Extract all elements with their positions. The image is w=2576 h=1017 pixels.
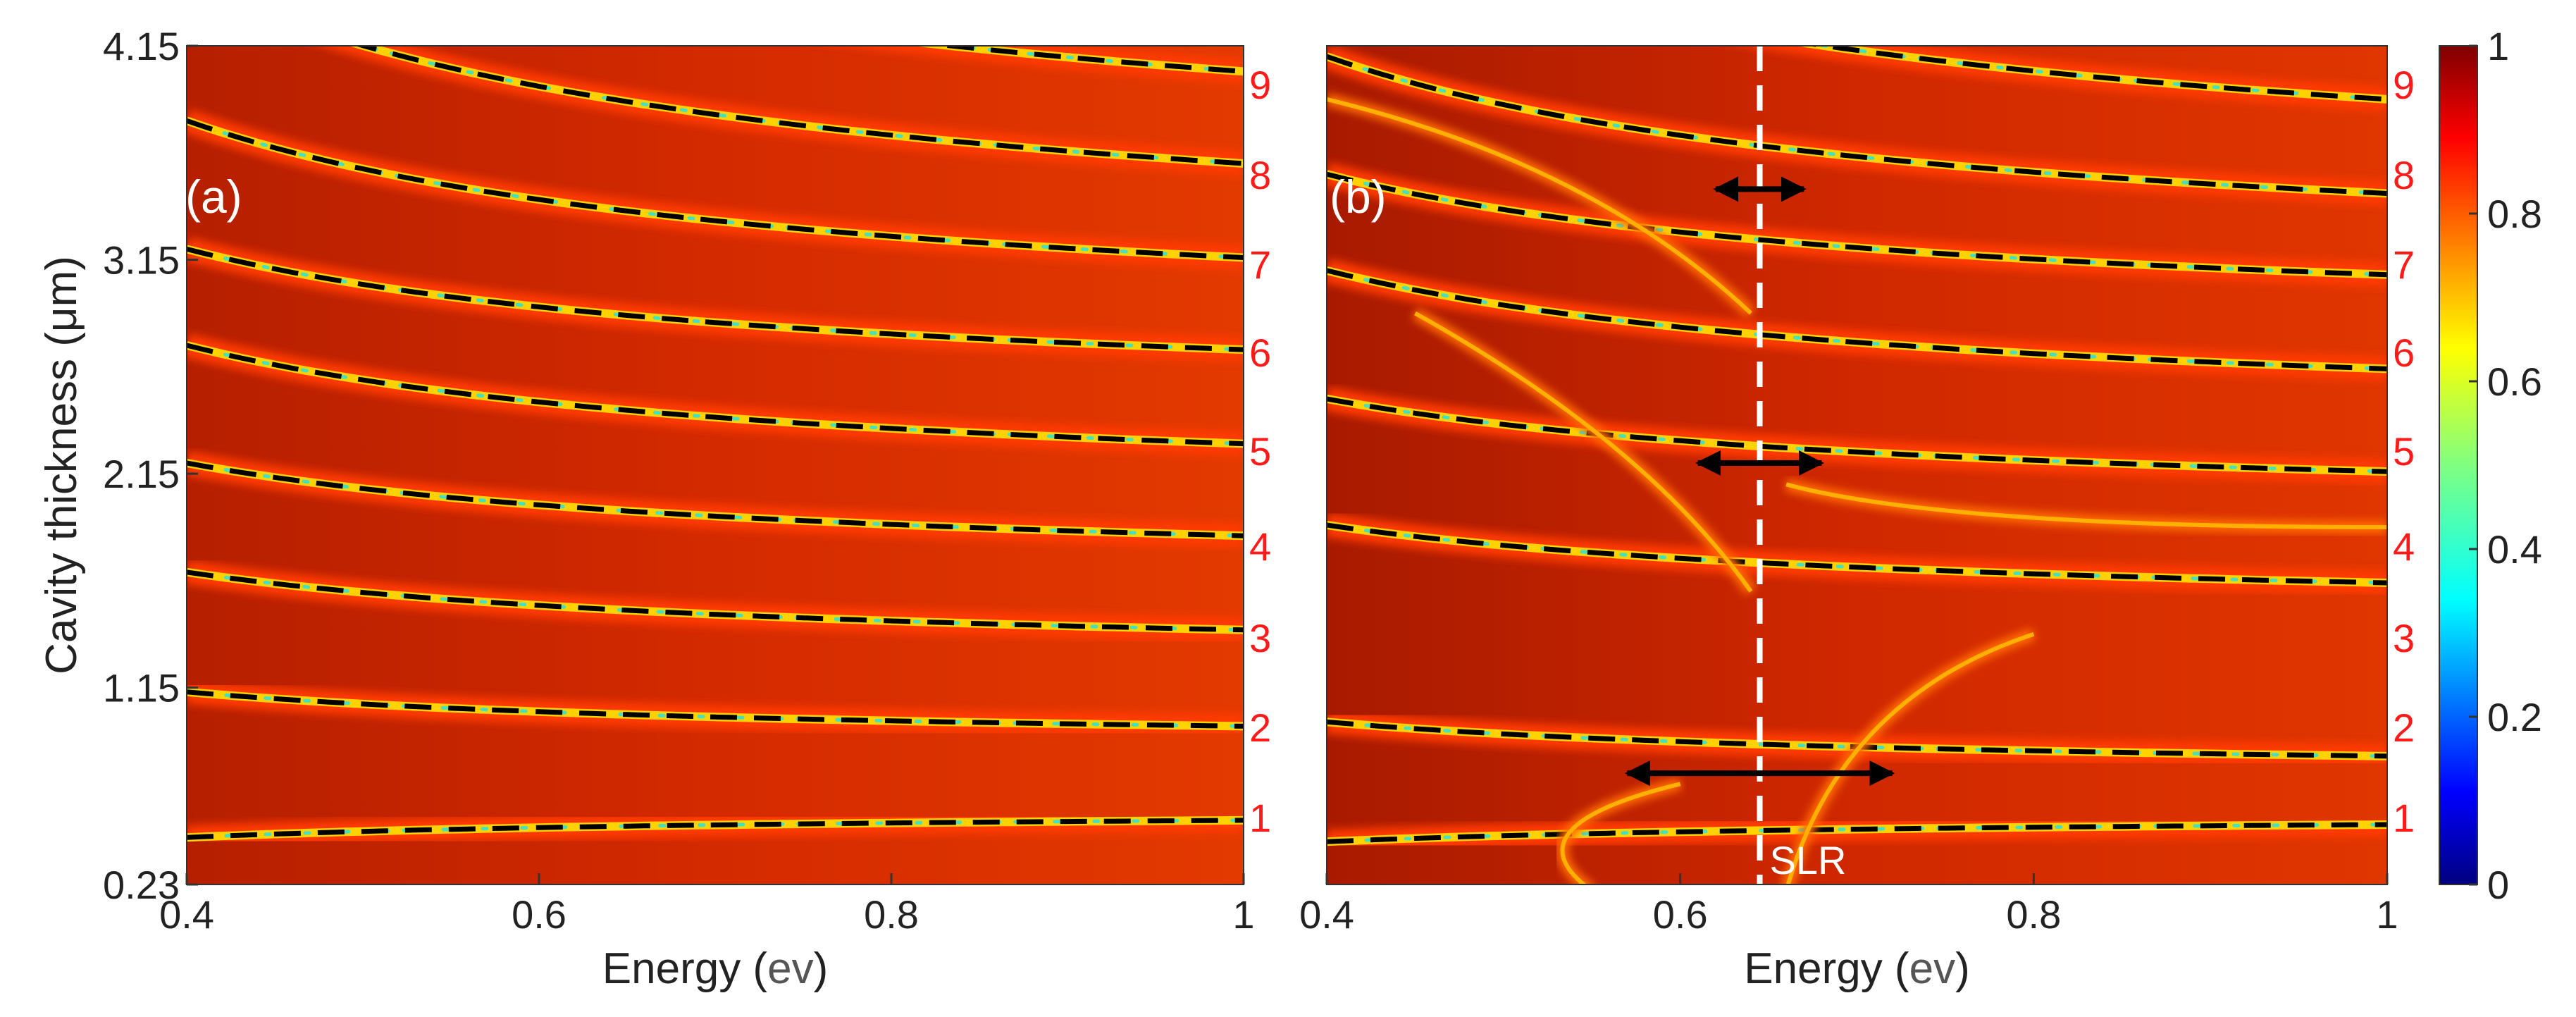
dashed-curve-1: [1327, 822, 2387, 844]
panel-a: (a) 0.4 0.6 0.8 1 Energy (ev) 0.23 1.15 2.15 3.15…: [37, 24, 1271, 993]
y-axis-name: Cavity thickness (μm): [37, 256, 86, 674]
y-axis-title: Cavity thickness (μm): [37, 256, 86, 674]
dashed-curve-6: [1327, 171, 2387, 278]
dashed-curve-9: [1327, 0, 2387, 7]
dashed-curve-7: [1327, 54, 2387, 196]
dashed-curve-3: [1327, 522, 2387, 586]
panel-b: SLR (b) 0.4 0.6 0.8 1 Energy (ev) 1 2 3 4 5 6 7 8 9: [1299, 0, 2415, 993]
colorbar-tick-label: 0.8: [2487, 192, 2542, 236]
colorbar: 0 0.2 0.4 0.6 0.8 1: [2439, 24, 2542, 907]
y-tick-label: 1.15: [103, 666, 180, 710]
dashed-curve-4: [1327, 396, 2387, 474]
mode-label-6: 6: [1249, 331, 1271, 375]
mode-label-7: 7: [2393, 242, 2415, 287]
mode-label-3: 3: [1249, 616, 1271, 660]
x-tick-label: 1: [1232, 892, 1254, 937]
dashed-curve-8: [1807, 46, 2387, 102]
plot-area: [1327, 0, 2387, 885]
y-tick-label: 3.15: [103, 238, 180, 283]
x-axis-title: Energy (ev): [1744, 944, 1969, 993]
mode-label-9: 9: [1249, 63, 1271, 107]
mode-label-6: 6: [2393, 331, 2415, 375]
colorbar-tick-label: 0.4: [2487, 527, 2542, 572]
plot-frame: [186, 45, 1244, 885]
colorbar-tick-label: 0: [2487, 863, 2509, 907]
x-axis-unit: ev: [767, 944, 813, 993]
y-tick-label: 4.15: [103, 24, 180, 68]
dashed-curve-2: [187, 689, 1244, 729]
mode-glow: [1327, 0, 2387, 7]
mode-label-1: 1: [1249, 796, 1271, 840]
x-axis-close: ): [814, 944, 829, 993]
y-tick-label: 0.23: [103, 863, 180, 907]
dashed-curve-3: [187, 569, 1244, 633]
x-tick-label: 0.6: [512, 892, 566, 937]
mode-label-4: 4: [2393, 524, 2415, 569]
plot-frame: [1326, 45, 2388, 885]
panel-label-b: (b): [1330, 171, 1387, 223]
heatmap-background: [187, 46, 1244, 885]
mode-label-4: 4: [1249, 524, 1271, 569]
x-axis-title: Energy (ev): [602, 944, 828, 993]
dashed-curve-6: [187, 247, 1244, 352]
mode-band-9: [1327, 0, 2387, 7]
mode-label-3: 3: [2393, 616, 2415, 660]
y-tick-label: 2.15: [103, 452, 180, 496]
slr-branch: [1560, 782, 1681, 885]
x-axis-name: Energy (: [602, 944, 768, 993]
dashed-curve-1: [187, 818, 1244, 840]
plot-area: [187, 46, 1244, 885]
colorbar-gradient: [2439, 45, 2478, 885]
dashed-curve-4: [187, 460, 1244, 538]
slr-branch: [1413, 311, 1753, 593]
colorbar-tick-label: 0.6: [2487, 359, 2542, 404]
mode-dots: [934, 46, 1244, 73]
dashed-curve-5: [187, 343, 1244, 447]
x-axis-unit: ev: [1909, 944, 1955, 993]
x-tick-label: 1: [2376, 892, 2398, 937]
colorbar-tick-label: 0.2: [2487, 695, 2542, 739]
panel-label-a: (a): [185, 171, 242, 223]
slr-branch: [1327, 97, 1753, 315]
dashed-curve-8: [354, 46, 1244, 166]
mode-label-5: 5: [2393, 429, 2415, 474]
mode-label-2: 2: [1249, 705, 1271, 750]
mode-label-1: 1: [2393, 796, 2415, 840]
dashed-curve-5: [1327, 268, 2387, 371]
x-tick-label: 0.8: [864, 892, 919, 937]
mode-label-5: 5: [1249, 429, 1271, 474]
mode-label-7: 7: [1249, 242, 1271, 287]
mode-label-2: 2: [2393, 705, 2415, 750]
slr-branch: [1785, 631, 2035, 885]
mode-label-8: 8: [1249, 153, 1271, 197]
x-tick-label: 0.4: [159, 892, 214, 937]
mode-dots: [1327, 0, 2387, 7]
x-axis-close: ): [1955, 944, 1970, 993]
dashed-curve-7: [187, 118, 1244, 260]
colorbar-tick-label: 1: [2487, 24, 2509, 68]
x-tick-label: 0.8: [2006, 892, 2061, 937]
slr-label: SLR: [1770, 838, 1847, 882]
x-tick-label: 0.6: [1653, 892, 1708, 937]
x-axis-name: Energy (: [1744, 944, 1909, 993]
mode-label-8: 8: [2393, 153, 2415, 197]
slr-branch: [1785, 482, 2387, 530]
mode-label-9: 9: [2393, 63, 2415, 107]
x-tick-label: 0.4: [1299, 892, 1354, 937]
